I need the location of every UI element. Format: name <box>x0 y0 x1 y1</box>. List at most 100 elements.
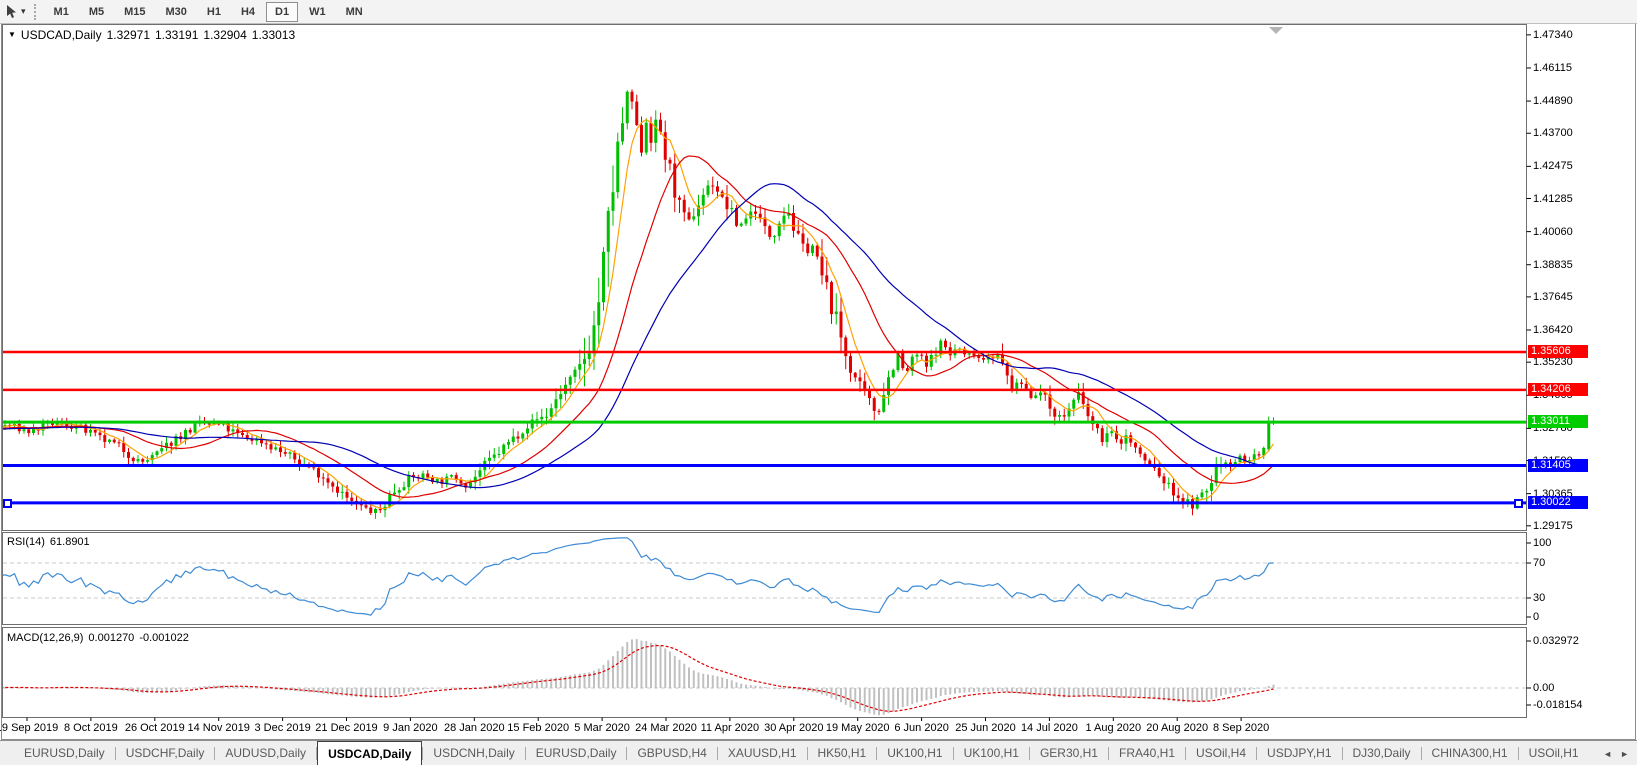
price-badge: 1.31405 <box>1528 458 1588 472</box>
timeframe-button-d1[interactable]: D1 <box>266 1 299 22</box>
tab-separator <box>1420 746 1422 760</box>
price-tick-label: 1.41285 <box>1533 192 1573 205</box>
rsi-scale-label: 0 <box>1533 611 1540 623</box>
date-tick-label: 28 Jan 2020 <box>444 722 505 734</box>
tab-separator <box>316 746 318 760</box>
candles <box>3 89 1275 519</box>
chart-tab-uk100-h1[interactable]: UK100,H1 <box>887 746 943 760</box>
date-tick-label: 5 Mar 2020 <box>574 722 630 734</box>
symbol-dropdown-caret-icon[interactable]: ▼ <box>8 30 16 39</box>
chart-tab-eurusd-daily[interactable]: EURUSD,Daily <box>24 746 105 760</box>
date-tick-label: 8 Sep 2020 <box>1212 722 1270 734</box>
macd-signal-value: -0.001022 <box>139 632 189 644</box>
chart-tab-hk50-h1[interactable]: HK50,H1 <box>817 746 867 760</box>
quote-low: 1.32904 <box>203 28 247 42</box>
chart-tab-xauusd-h1[interactable]: XAUUSD,H1 <box>727 746 797 760</box>
tab-scroll-left-icon[interactable]: ◄ <box>1603 748 1613 759</box>
price-tick-label: 1.43700 <box>1533 127 1573 140</box>
chart-tab-usdchf-daily[interactable]: USDCHF,Daily <box>125 746 205 760</box>
tab-separator <box>1107 746 1109 760</box>
chart-tab-fra40-h1[interactable]: FRA40,H1 <box>1118 746 1176 760</box>
price-tick-label: 1.46115 <box>1533 61 1572 74</box>
rsi-scale-label: 100 <box>1533 537 1552 549</box>
timeframe-button-m5[interactable]: M5 <box>88 5 105 18</box>
price-badge: 1.30022 <box>1528 495 1588 509</box>
rsi-value: 61.8901 <box>49 536 90 548</box>
tab-separator <box>1341 746 1343 760</box>
toolbar-grip <box>33 3 36 20</box>
cursor-tool-icon[interactable] <box>3 3 21 21</box>
date-tick-label: 6 Jun 2020 <box>894 722 949 734</box>
chart-symbol: USDCAD,Daily <box>20 28 102 42</box>
date-tick-label: 20 Aug 2020 <box>1146 722 1209 734</box>
chart-title: ▼ USDCAD,Daily 1.32971 1.33191 1.32904 1… <box>8 28 295 42</box>
timeframe-button-m30[interactable]: M30 <box>165 5 187 18</box>
chart-tab-uk100-h1[interactable]: UK100,H1 <box>963 746 1019 760</box>
price-tick-label: 1.36420 <box>1533 324 1573 336</box>
price-tick-label: 1.44890 <box>1533 95 1573 108</box>
macd-scale-label: 0.032972 <box>1533 635 1579 647</box>
chart-shift-marker-icon[interactable] <box>1269 27 1283 34</box>
chart-tab-china300-h1[interactable]: CHINA300,H1 <box>1431 746 1508 760</box>
tab-separator <box>114 746 116 760</box>
price-badge: 1.33011 <box>1528 415 1588 429</box>
chart-tab-gbpusd-h4[interactable]: GBPUSD,H4 <box>637 746 707 760</box>
tab-separator <box>716 746 718 760</box>
chart-tab-usdjpy-h1[interactable]: USDJPY,H1 <box>1267 746 1332 760</box>
macd-name: MACD(12,26,9) <box>7 632 84 644</box>
price-tick-label: 1.47340 <box>1533 28 1573 41</box>
price-tick-label: 1.29175 <box>1533 519 1573 532</box>
date-tick-label: 19 Sep 2019 <box>0 722 59 734</box>
timeframe-button-m15[interactable]: M15 <box>124 5 146 18</box>
tab-separator <box>1256 746 1258 760</box>
chart-tab-usoil-h1[interactable]: USOil,H1 <box>1528 746 1579 760</box>
date-tick-label: 15 Feb 2020 <box>507 722 570 734</box>
date-tick-label: 24 Mar 2020 <box>635 722 697 734</box>
chart-tab-audusd-daily[interactable]: AUDUSD,Daily <box>225 746 307 760</box>
date-tick-label: 21 Dec 2019 <box>315 722 378 734</box>
date-tick-label: 26 Oct 2019 <box>124 722 185 734</box>
timeframe-button-mn[interactable]: MN <box>345 5 363 18</box>
tab-separator <box>1028 746 1030 760</box>
hline-handle-right[interactable] <box>1514 498 1523 508</box>
tab-separator <box>214 746 216 760</box>
chart-tab-usdcad-daily[interactable]: USDCAD,Daily <box>317 741 423 765</box>
cursor-tool-dropdown-caret-icon[interactable]: ▾ <box>21 6 26 16</box>
chart-tab-usdcnh-daily[interactable]: USDCNH,Daily <box>433 746 515 760</box>
macd-scale-label: 0.00 <box>1533 682 1555 694</box>
quote-open: 1.32971 <box>106 28 150 42</box>
quote-close: 1.33013 <box>251 28 296 42</box>
date-tick-label: 19 May 2020 <box>825 722 890 734</box>
date-tick-label: 8 Oct 2019 <box>63 722 118 734</box>
tab-separator <box>1185 746 1187 760</box>
chart-tab-ger30-h1[interactable]: GER30,H1 <box>1039 746 1098 760</box>
rsi-scale-label: 30 <box>1533 592 1546 604</box>
price-tick-label: 1.40060 <box>1533 225 1573 238</box>
price-tick-label: 1.35230 <box>1533 356 1573 369</box>
timeframe-button-h4[interactable]: H4 <box>240 5 256 18</box>
tab-scroll-right-icon[interactable]: ► <box>1620 748 1629 759</box>
macd-main-value: 0.001270 <box>88 632 135 644</box>
hline-handle-left[interactable] <box>3 498 12 508</box>
date-tick-label: 9 Jan 2020 <box>383 722 438 734</box>
date-tick-label: 3 Dec 2019 <box>254 722 311 734</box>
date-tick-label: 1 Aug 2020 <box>1085 722 1142 734</box>
tab-separator <box>952 746 954 760</box>
rsi-name: RSI(14) <box>7 536 45 548</box>
macd-label: MACD(12,26,9) 0.001270 -0.001022 <box>7 632 189 644</box>
price-badge: 1.34206 <box>1528 382 1588 396</box>
price-tick-label: 1.42475 <box>1533 160 1573 173</box>
chart-tab-bar: EURUSD,Daily USDCHF,Daily AUDUSD,Daily USDC… <box>0 740 1637 765</box>
timeframe-button-w1[interactable]: W1 <box>309 5 326 18</box>
chart-tab-dj30-daily[interactable]: DJ30,Daily <box>1352 746 1411 760</box>
tab-separator <box>524 746 526 760</box>
chart-tab-usoil-h4[interactable]: USOil,H4 <box>1196 746 1247 760</box>
macd-histogram <box>4 639 1275 716</box>
rsi-label: RSI(14) 61.8901 <box>7 536 90 548</box>
chart-tab-eurusd-daily[interactable]: EURUSD,Daily <box>535 746 617 760</box>
tab-separator <box>422 746 424 760</box>
timeframe-button-h1[interactable]: H1 <box>206 5 221 18</box>
timeframe-button-m1[interactable]: M1 <box>53 5 69 18</box>
